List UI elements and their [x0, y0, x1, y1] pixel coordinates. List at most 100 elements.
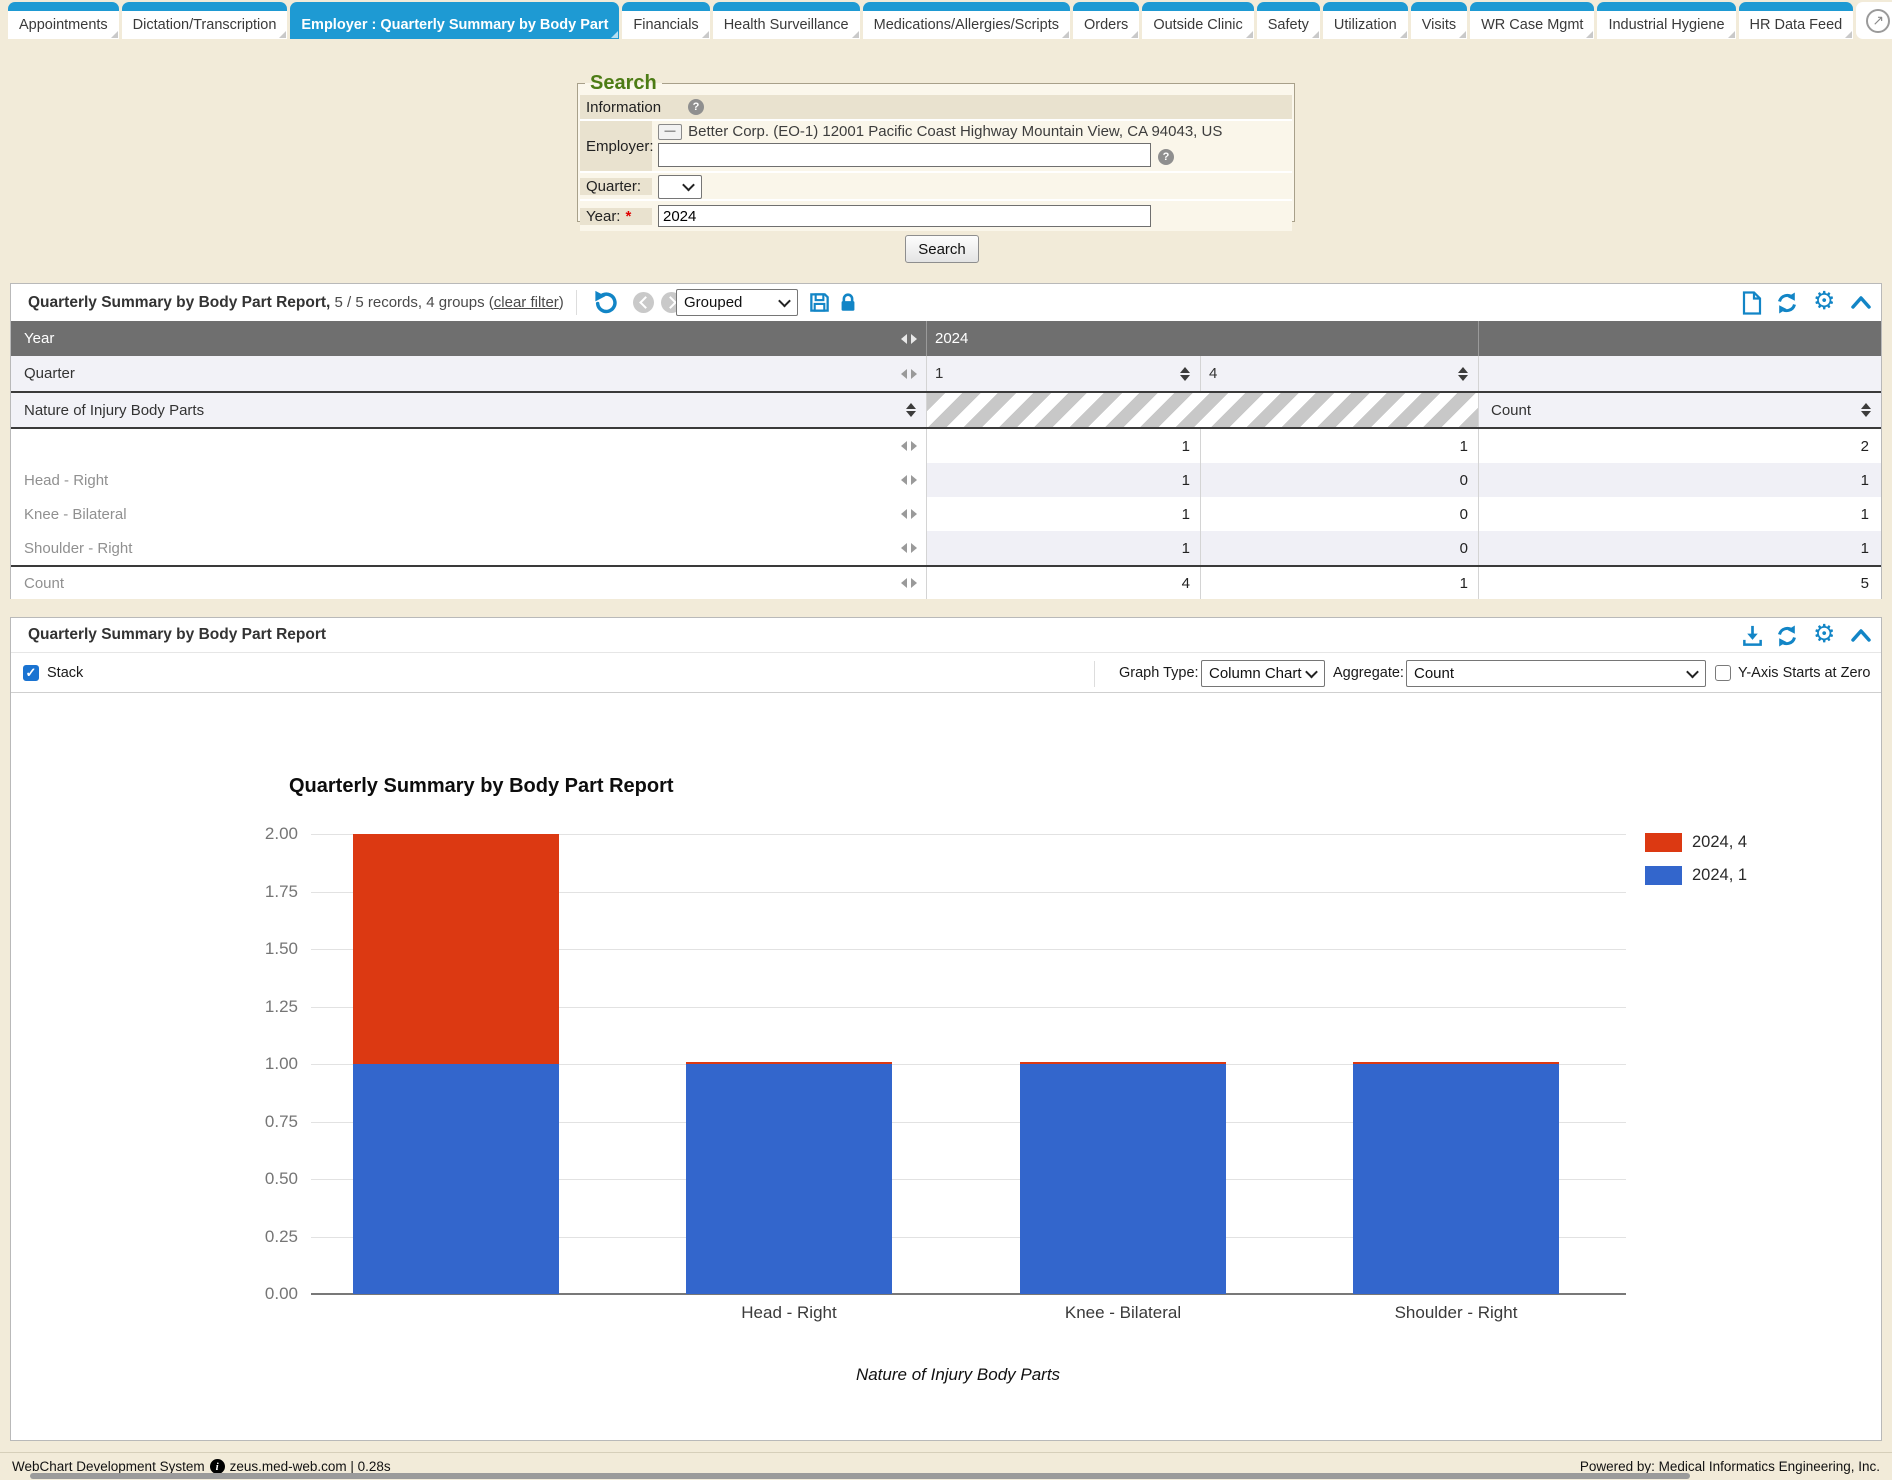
- chart-bar-segment[interactable]: [686, 1062, 892, 1064]
- tab-orders[interactable]: Orders: [1072, 2, 1140, 39]
- chart-bar-segment[interactable]: [1353, 1064, 1559, 1294]
- sort-icon[interactable]: [906, 403, 916, 417]
- tab-medications-allergies-scripts[interactable]: Medications/Allergies/Scripts: [862, 2, 1070, 39]
- sort-icon[interactable]: [1180, 366, 1190, 381]
- graph-type-select[interactable]: Column Chart: [1201, 660, 1325, 687]
- tab-dictation-transcription[interactable]: Dictation/Transcription: [121, 2, 288, 39]
- row-q1-cell: 1: [926, 429, 1200, 463]
- info-icon[interactable]: i: [209, 1459, 225, 1474]
- report-panel-header: Quarterly Summary by Body Part Report, 5…: [11, 284, 1881, 321]
- quarter-label: Quarter:: [580, 177, 652, 195]
- y-axis-zero-label: Y-Axis Starts at Zero: [1738, 665, 1871, 681]
- x-category-label: Head - Right: [741, 1303, 837, 1322]
- year-input[interactable]: [658, 205, 1151, 227]
- sort-icon[interactable]: [1458, 366, 1468, 381]
- nature-header-cell[interactable]: Nature of Injury Body Parts: [11, 393, 926, 427]
- chart-bar-segment[interactable]: [1020, 1064, 1226, 1294]
- chart-bar-segment[interactable]: [686, 1064, 892, 1294]
- move-columns-icon[interactable]: [901, 543, 917, 553]
- lock-icon[interactable]: [837, 291, 859, 314]
- tab-financials[interactable]: Financials: [622, 2, 710, 39]
- refresh-icon[interactable]: [1775, 291, 1799, 315]
- download-icon[interactable]: [1741, 624, 1764, 647]
- chart-bar-segment[interactable]: [353, 834, 559, 1064]
- employer-search-input[interactable]: [658, 143, 1151, 167]
- gear-icon[interactable]: ⚙: [1813, 620, 1836, 648]
- tab-health-surveillance[interactable]: Health Surveillance: [712, 2, 860, 39]
- stack-checkbox[interactable]: ✓: [23, 665, 39, 681]
- row-count-value: 1: [1860, 471, 1869, 489]
- y-axis-zero-checkbox[interactable]: [1715, 665, 1731, 681]
- legend-entry[interactable]: 2024, 1: [1645, 866, 1747, 885]
- row-label-cell[interactable]: [11, 429, 926, 463]
- tab-utilization[interactable]: Utilization: [1322, 2, 1408, 39]
- tab-hr-data-feed[interactable]: HR Data Feed: [1738, 2, 1854, 39]
- quarter-header-cell[interactable]: Quarter: [11, 356, 926, 391]
- sort-icon[interactable]: [1861, 403, 1871, 417]
- row-count-cell: 1: [1478, 531, 1881, 565]
- chart-bar-segment[interactable]: [1353, 1062, 1559, 1064]
- move-columns-icon[interactable]: [901, 578, 917, 588]
- count-header-cell[interactable]: Count: [1478, 393, 1881, 427]
- collapse-minus-button[interactable]: —: [658, 124, 682, 141]
- clear-filter-link[interactable]: clear filter: [493, 294, 559, 311]
- tab-label: Dictation/Transcription: [132, 17, 277, 33]
- quarter-header-label: Quarter: [24, 365, 75, 382]
- year-header-cell[interactable]: Year: [11, 321, 926, 356]
- move-columns-icon[interactable]: [901, 368, 917, 379]
- move-columns-icon[interactable]: [901, 509, 917, 519]
- aggregate-select[interactable]: Count: [1406, 660, 1706, 687]
- tab-safety[interactable]: Safety: [1256, 2, 1320, 39]
- quarter-select[interactable]: [658, 174, 702, 199]
- row-label: Head - Right: [24, 471, 109, 489]
- move-columns-icon[interactable]: [901, 475, 917, 485]
- gridline: [311, 1006, 1626, 1008]
- refresh-icon[interactable]: [1775, 624, 1799, 648]
- collapse-panel-icon[interactable]: [1849, 293, 1873, 311]
- new-document-icon[interactable]: [1741, 291, 1763, 315]
- gear-icon[interactable]: ⚙: [1813, 287, 1836, 315]
- collapse-panel-icon[interactable]: [1849, 626, 1873, 644]
- tab-industrial-hygiene[interactable]: Industrial Hygiene: [1597, 2, 1736, 39]
- view-mode-select[interactable]: Grouped: [676, 289, 798, 316]
- legend-entry[interactable]: 2024, 4: [1645, 833, 1747, 852]
- tab-employer-quarterly-summary-by-body-part[interactable]: Employer : Quarterly Summary by Body Par…: [290, 2, 620, 39]
- tab-wr-case-mgmt[interactable]: WR Case Mgmt: [1470, 2, 1595, 39]
- save-icon[interactable]: [808, 291, 831, 314]
- gridline: [311, 834, 1626, 835]
- tab-label: Health Surveillance: [723, 17, 849, 33]
- previous-icon[interactable]: [633, 292, 654, 313]
- row-label-cell[interactable]: Knee - Bilateral: [11, 497, 926, 531]
- nature-header-label: Nature of Injury Body Parts: [24, 401, 205, 419]
- tab-outside-clinic[interactable]: Outside Clinic: [1142, 2, 1254, 39]
- total-label-cell[interactable]: Count: [11, 567, 926, 599]
- move-columns-icon[interactable]: [901, 441, 917, 451]
- search-button[interactable]: Search: [905, 235, 979, 263]
- quarter-col-4[interactable]: 4: [1200, 356, 1478, 391]
- undo-icon[interactable]: [593, 290, 619, 316]
- report-title-line: Quarterly Summary by Body Part Report, 5…: [28, 284, 564, 321]
- tab-visits[interactable]: Visits: [1410, 2, 1468, 39]
- aggregate-value: Count: [1414, 665, 1455, 682]
- tab-overflow-button[interactable]: ↗: [1856, 2, 1892, 39]
- chart-bar-segment[interactable]: [353, 1064, 559, 1294]
- total-q1: 4: [1181, 574, 1190, 592]
- quarter-col-1-label: 1: [935, 365, 944, 382]
- row-label-cell[interactable]: Shoulder - Right: [11, 531, 926, 565]
- horizontal-scrollbar-thumb[interactable]: [30, 1473, 1690, 1479]
- search-fieldset: Search Information ? Employer: — Better …: [577, 72, 1295, 231]
- tab-appointments[interactable]: Appointments: [8, 2, 119, 39]
- year-value-cell[interactable]: 2024: [926, 321, 1478, 356]
- employer-help-icon[interactable]: ?: [1158, 149, 1174, 165]
- y-tick-label: 0.00: [264, 1284, 298, 1303]
- quarter-row: Quarter:: [580, 173, 1292, 201]
- row-q1-value: 1: [1181, 471, 1190, 489]
- move-columns-icon[interactable]: [901, 333, 917, 344]
- employer-org-text[interactable]: Better Corp. (EO-1) 12001 Pacific Coast …: [688, 123, 1223, 140]
- quarter-col-1[interactable]: 1: [926, 356, 1200, 391]
- y-tick-label: 0.50: [264, 1169, 298, 1188]
- help-icon[interactable]: ?: [688, 99, 704, 115]
- footer-product: WebChart Development System: [12, 1459, 205, 1474]
- row-label-cell[interactable]: Head - Right: [11, 463, 926, 497]
- chart-bar-segment[interactable]: [1020, 1062, 1226, 1064]
